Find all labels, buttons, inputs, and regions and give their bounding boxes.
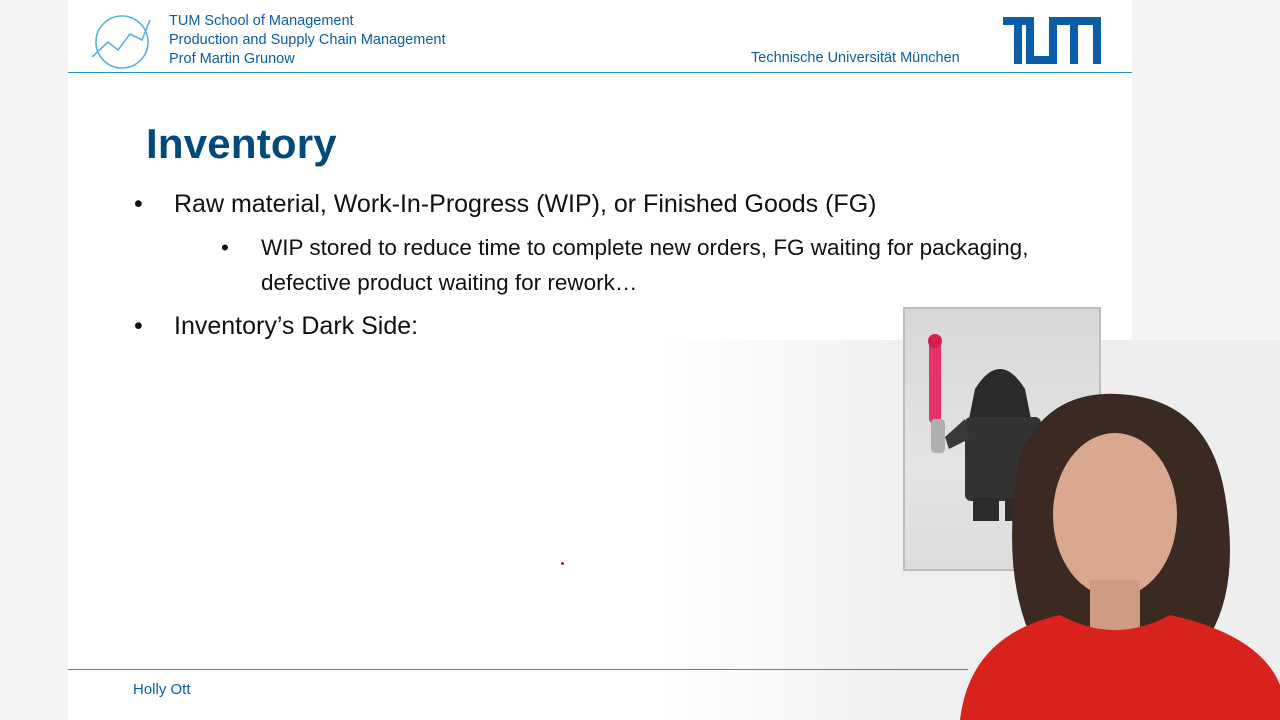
- sub-bullet-item: • WIP stored to reduce time to complete …: [221, 230, 1081, 300]
- footer-divider: [68, 669, 968, 670]
- university-name: Technische Universität München: [751, 50, 960, 66]
- slide-title: Inventory: [146, 120, 337, 167]
- bullet-item: • Raw material, Work-In-Progress (WIP), …: [134, 187, 877, 222]
- chair-name: Production and Supply Chain Management: [169, 32, 446, 48]
- bullet-text: Inventory’s Dark Side:: [174, 312, 419, 340]
- professor-name: Prof Martin Grunow: [169, 51, 295, 67]
- bullet-marker: •: [134, 312, 143, 340]
- author-name: Holly Ott: [133, 681, 191, 698]
- sub-bullet-text: WIP stored to reduce time to complete ne…: [261, 235, 1029, 295]
- bullet-text: Raw material, Work-In-Progress (WIP), or…: [174, 190, 877, 218]
- bullet-item: • Inventory’s Dark Side:: [134, 309, 419, 344]
- header-divider: [68, 72, 1132, 73]
- header-text: TUM School of Management Production and …: [169, 12, 445, 69]
- presenter-video: [960, 393, 1280, 720]
- school-name: TUM School of Management: [169, 13, 354, 29]
- laser-pointer-dot: [561, 562, 564, 565]
- school-logo-icon: [91, 15, 151, 69]
- bullet-marker: •: [221, 235, 229, 260]
- tum-logo-icon: [1003, 17, 1101, 64]
- bullet-marker: •: [134, 190, 143, 218]
